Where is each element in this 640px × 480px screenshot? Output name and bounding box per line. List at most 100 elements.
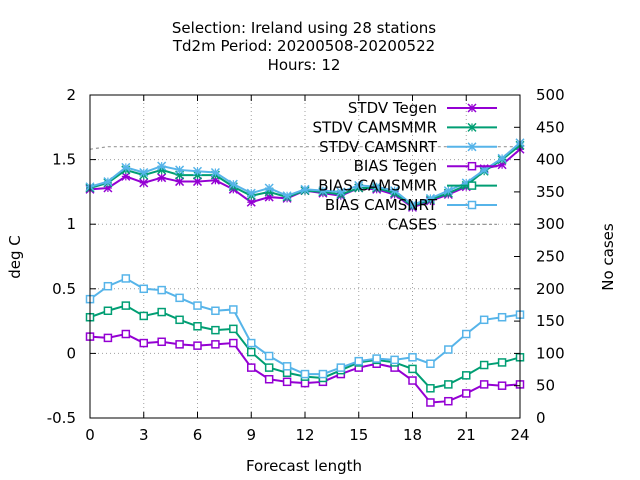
- chart-title-line-2: Td2m Period: 20200508-20200522: [172, 37, 435, 55]
- y2-tick-label: 400: [536, 151, 565, 169]
- data-point: [139, 338, 148, 348]
- data-point: [444, 396, 453, 406]
- y2-tick-label: 200: [536, 280, 565, 298]
- legend-item: BIAS CAMSMMR: [318, 177, 497, 195]
- legend-label: BIAS CAMSMMR: [318, 177, 437, 195]
- x-tick-label: 9: [246, 426, 256, 444]
- data-point: [264, 351, 274, 361]
- data-point: [408, 353, 417, 362]
- legend-label: STDV CAMSMMR: [312, 118, 437, 136]
- legend-label: BIAS CAMSNRT: [325, 196, 438, 214]
- y-tick-label: 0: [66, 344, 76, 362]
- data-point: [229, 305, 238, 314]
- chart-title-line-3: Hours: 12: [268, 56, 341, 74]
- data-point: [229, 338, 238, 348]
- data-point: [121, 301, 131, 310]
- data-point: [175, 340, 184, 349]
- data-point: [247, 363, 256, 372]
- data-point: [247, 338, 256, 348]
- data-point: [139, 311, 148, 321]
- grid: [89, 94, 521, 419]
- legend-marker: [467, 181, 477, 190]
- data-point: [444, 345, 453, 354]
- x-tick-label: 24: [510, 426, 529, 444]
- y-tick-label: 2: [66, 86, 76, 104]
- legend-label: STDV Tegen: [348, 99, 437, 117]
- data-point: [444, 380, 453, 389]
- data-point: [193, 322, 202, 331]
- data-point: [211, 325, 220, 335]
- x-axis-label: Forecast length: [246, 457, 362, 475]
- data-point: [175, 315, 184, 325]
- data-point: [282, 377, 292, 387]
- series-bias-tegen: [85, 329, 525, 407]
- data-point: [157, 337, 166, 347]
- x-tick-label: 21: [457, 426, 476, 444]
- x-tick-label: 3: [139, 426, 149, 444]
- legend-item: CASES: [388, 215, 497, 233]
- legend-label: BIAS Tegen: [354, 157, 437, 175]
- data-point: [157, 285, 166, 295]
- y2-tick-label: 100: [536, 344, 565, 362]
- legend-item: BIAS Tegen: [354, 157, 497, 175]
- data-point: [229, 324, 238, 334]
- data-point: [157, 307, 166, 317]
- series-bias-camsnrt: [85, 274, 525, 379]
- y2-tick-label: 450: [536, 118, 565, 136]
- y2-tick-label: 250: [536, 248, 565, 266]
- data-point: [390, 355, 399, 365]
- legend-item: STDV CAMSNRT: [319, 138, 497, 156]
- data-point: [354, 356, 363, 366]
- data-point: [264, 363, 274, 372]
- data-point: [497, 358, 507, 367]
- y2-axis-label: No cases: [599, 223, 617, 291]
- data-point: [193, 341, 202, 350]
- y-tick-label: 0.5: [52, 280, 76, 298]
- y2-tick-label: 500: [536, 86, 565, 104]
- y-axis-label: deg C: [6, 235, 24, 279]
- data-point: [479, 380, 489, 389]
- data-point: [300, 369, 310, 379]
- data-point: [408, 364, 417, 374]
- series-line: [89, 148, 521, 209]
- y2-tick-label: 0: [536, 409, 546, 427]
- data-point: [247, 347, 256, 357]
- data-series: [85, 138, 525, 407]
- data-point: [103, 281, 113, 291]
- chart-title-line-1: Selection: Ireland using 28 stations: [172, 19, 436, 37]
- y2-tick-label: 150: [536, 312, 565, 330]
- data-point: [175, 293, 184, 303]
- data-point: [121, 329, 131, 339]
- data-point: [211, 306, 220, 316]
- x-tick-label: 12: [295, 426, 314, 444]
- y2-tick-label: 300: [536, 215, 565, 233]
- data-point: [426, 359, 435, 368]
- legend-item: STDV Tegen: [348, 99, 497, 117]
- legend-item: BIAS CAMSNRT: [325, 196, 497, 214]
- x-tick-label: 18: [403, 426, 422, 444]
- x-tick-label: 15: [349, 426, 368, 444]
- legend-marker: [467, 161, 477, 171]
- data-point: [462, 329, 471, 339]
- data-point: [479, 315, 489, 325]
- data-point: [139, 284, 148, 294]
- data-point: [103, 333, 113, 343]
- y-tick-label: 1.5: [52, 151, 76, 169]
- data-point: [103, 306, 113, 316]
- data-point: [497, 381, 507, 390]
- data-point: [426, 398, 435, 407]
- legend-marker: [467, 200, 477, 210]
- data-point: [318, 369, 328, 379]
- data-point: [264, 374, 274, 384]
- data-point: [497, 312, 507, 322]
- data-point: [479, 360, 489, 370]
- data-point: [121, 274, 131, 283]
- series-stdv-camsnrt: [85, 138, 525, 210]
- data-point: [426, 384, 435, 393]
- data-point: [336, 363, 346, 372]
- data-point: [372, 354, 381, 363]
- data-point: [408, 376, 417, 385]
